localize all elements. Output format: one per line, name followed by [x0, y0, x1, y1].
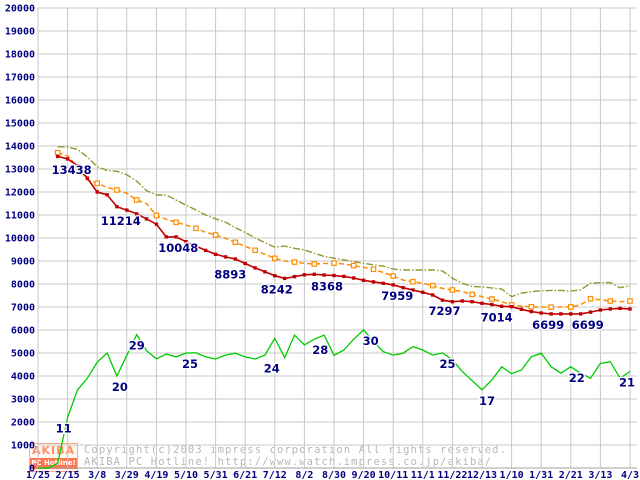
svg-text:11214: 11214 — [101, 214, 141, 228]
svg-text:12000: 12000 — [5, 188, 35, 199]
svg-text:21: 21 — [619, 375, 635, 389]
svg-text:11000: 11000 — [5, 211, 35, 222]
svg-text:14000: 14000 — [5, 142, 35, 153]
logo-akiba-text: AKIBA — [31, 444, 76, 457]
svg-text:25: 25 — [182, 357, 198, 371]
svg-text:11/22: 11/22 — [437, 470, 467, 480]
svg-text:13438: 13438 — [52, 163, 92, 177]
svg-text:9/20: 9/20 — [352, 470, 376, 480]
svg-text:5/31: 5/31 — [204, 470, 228, 480]
svg-text:6/21: 6/21 — [233, 470, 257, 480]
svg-text:4/3: 4/3 — [621, 470, 639, 480]
svg-text:5/10: 5/10 — [174, 470, 198, 480]
svg-text:1/25: 1/25 — [26, 470, 50, 480]
svg-text:8242: 8242 — [261, 282, 293, 296]
shop-count-line — [38, 329, 631, 469]
svg-text:3/13: 3/13 — [588, 470, 612, 480]
svg-text:15000: 15000 — [5, 119, 35, 130]
svg-text:8/2: 8/2 — [295, 470, 313, 480]
svg-text:8368: 8368 — [311, 280, 343, 294]
svg-text:3000: 3000 — [11, 395, 35, 406]
svg-text:8000: 8000 — [11, 280, 35, 291]
price-value-labels: 13438 11214 10048 8893 8242 8368 7959 7297 7014 6… — [50, 162, 605, 334]
svg-text:25: 25 — [439, 357, 455, 371]
svg-text:8/30: 8/30 — [322, 470, 346, 480]
svg-text:20: 20 — [112, 380, 128, 394]
svg-text:19000: 19000 — [5, 27, 35, 38]
svg-text:20000: 20000 — [5, 4, 35, 15]
svg-text:7/12: 7/12 — [263, 470, 287, 480]
svg-text:12/13: 12/13 — [467, 470, 497, 480]
svg-text:0: 0 — [29, 464, 35, 475]
gridlines — [37, 7, 637, 469]
svg-text:18000: 18000 — [5, 50, 35, 61]
svg-text:7297: 7297 — [428, 304, 460, 318]
svg-text:7000: 7000 — [11, 303, 35, 314]
svg-text:5000: 5000 — [11, 349, 35, 360]
svg-text:6699: 6699 — [532, 318, 564, 332]
logo-pc-hotline-text: PC Hotline! — [30, 458, 77, 469]
svg-text:11: 11 — [56, 421, 72, 435]
svg-text:17000: 17000 — [5, 73, 35, 84]
svg-text:10/11: 10/11 — [378, 470, 408, 480]
svg-text:16000: 16000 — [5, 96, 35, 107]
svg-text:2/21: 2/21 — [559, 470, 583, 480]
svg-text:2/15: 2/15 — [56, 470, 80, 480]
svg-text:17: 17 — [479, 394, 495, 408]
svg-text:24: 24 — [264, 362, 280, 376]
svg-text:2000: 2000 — [11, 418, 35, 429]
x-axis-labels: 1/25 2/15 3/8 3/29 4/19 5/10 5/31 6/21 7/12 8/2 8/… — [26, 470, 639, 480]
y-axis-labels: 0 1000 2000 3000 4000 5000 6000 7000 8000 9000 100… — [5, 4, 35, 475]
svg-text:4/19: 4/19 — [144, 470, 168, 480]
average-price-line — [54, 149, 633, 311]
low-price-line — [56, 154, 632, 316]
svg-text:6000: 6000 — [11, 326, 35, 337]
svg-text:3/8: 3/8 — [88, 470, 106, 480]
svg-text:10000: 10000 — [5, 234, 35, 245]
svg-text:3/29: 3/29 — [115, 470, 139, 480]
svg-text:11/1: 11/1 — [411, 470, 435, 480]
svg-text:1/31: 1/31 — [529, 470, 553, 480]
svg-text:13000: 13000 — [5, 165, 35, 176]
svg-text:9000: 9000 — [11, 257, 35, 268]
svg-text:7959: 7959 — [381, 289, 413, 303]
svg-text:28: 28 — [312, 343, 328, 357]
high-price-line — [57, 146, 631, 298]
svg-text:8893: 8893 — [214, 268, 246, 282]
svg-text:22: 22 — [569, 371, 585, 385]
svg-text:4000: 4000 — [11, 372, 35, 383]
svg-text:30: 30 — [363, 334, 379, 348]
svg-text:10048: 10048 — [158, 241, 198, 255]
svg-text:1/10: 1/10 — [500, 470, 524, 480]
svg-text:6699: 6699 — [572, 318, 604, 332]
svg-text:1000: 1000 — [11, 441, 35, 452]
svg-text:7014: 7014 — [481, 311, 513, 325]
akiba-pc-hotline-logo: AKIBA PC Hotline! — [29, 443, 78, 472]
svg-text:29: 29 — [129, 339, 145, 353]
copyright-line1: Copyright(c)2003 impress corporation All… — [84, 444, 508, 456]
shop-count-labels: 11 20 29 25 24 28 30 25 17 22 21 — [54, 333, 636, 437]
